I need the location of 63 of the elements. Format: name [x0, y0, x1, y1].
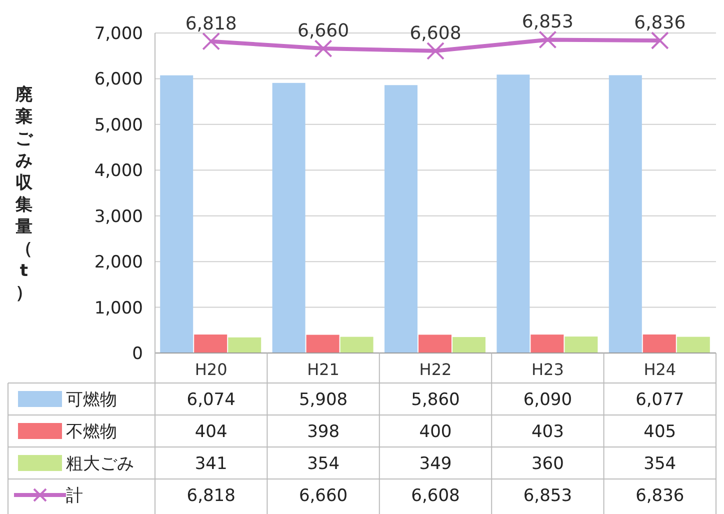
data-label: 6,853	[523, 486, 572, 506]
data-label: 341	[194, 454, 228, 474]
point	[650, 31, 669, 50]
data-label: 5,860	[411, 390, 460, 410]
data-label: 6,090	[523, 390, 572, 410]
point	[538, 30, 557, 49]
bar	[530, 334, 564, 353]
data-label: 400	[419, 422, 452, 442]
bar	[608, 75, 642, 353]
bar	[642, 334, 676, 353]
bar	[452, 337, 486, 353]
y-tick-label: 5,000	[94, 115, 143, 136]
x-tick-label: H21	[307, 360, 340, 379]
bar	[384, 85, 418, 353]
data-label: 403	[531, 422, 564, 442]
y-tick-label: 1,000	[94, 298, 143, 318]
point	[426, 42, 444, 60]
text: 6,608	[410, 22, 462, 44]
point	[202, 32, 220, 50]
bar	[340, 336, 374, 353]
point	[314, 40, 332, 58]
bar	[496, 74, 530, 353]
legend-label: 不燃物	[66, 422, 117, 442]
text: 6,818	[185, 13, 237, 34]
text: 6,836	[634, 12, 686, 34]
bar	[418, 334, 452, 353]
data-label: 360	[531, 454, 564, 474]
legend-label: 計	[66, 486, 83, 506]
legend-label: 粗大ごみ	[66, 454, 134, 474]
bar	[160, 75, 194, 353]
data-label: 6,818	[186, 486, 236, 506]
data-label: 6,660	[298, 486, 348, 506]
y-tick-label: 6,000	[94, 70, 143, 90]
x-tick-label: H22	[419, 360, 452, 379]
data-label: 405	[644, 422, 676, 442]
bar	[272, 82, 306, 353]
legend-label: 可燃物	[66, 390, 117, 410]
bar	[228, 337, 262, 353]
y-tick-label: 0	[132, 344, 143, 364]
y-tick-label: 3,000	[94, 206, 143, 227]
bar	[306, 334, 340, 353]
bar	[194, 334, 228, 353]
data-label: 349	[419, 454, 452, 474]
y-tick-label: 4,000	[94, 161, 143, 182]
x-tick-label: H20	[194, 360, 228, 379]
data-label: 6,074	[186, 390, 236, 410]
data-label: 354	[307, 454, 340, 474]
text: 廃棄ごみ収集量（t）	[16, 85, 32, 303]
data-label: 5,908	[298, 390, 348, 410]
bar	[676, 336, 710, 353]
data-label: 6,077	[636, 390, 684, 410]
y-tick-label: 2,000	[94, 252, 143, 273]
data-label: 6,608	[411, 486, 460, 506]
data-label: 404	[194, 422, 228, 442]
x-tick-label: H23	[532, 360, 564, 379]
text: 6,660	[298, 20, 350, 42]
data-label: 6,836	[636, 486, 684, 506]
bar	[564, 336, 598, 353]
data-label: 398	[307, 422, 340, 442]
data-label: 354	[644, 454, 676, 474]
y-tick-label: 7,000	[94, 24, 143, 44]
x-tick-label: H24	[644, 360, 676, 379]
text: 6,853	[522, 12, 574, 33]
